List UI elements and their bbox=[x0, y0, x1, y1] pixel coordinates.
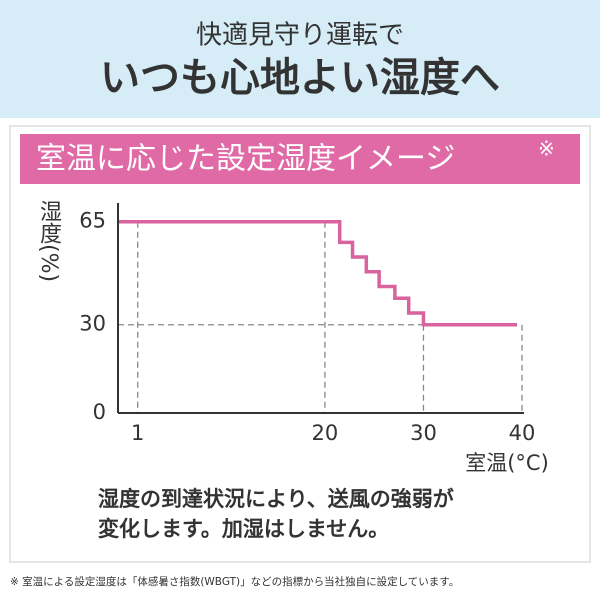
x-tick-label: 40 bbox=[509, 421, 536, 445]
y-axis-label: 湿度(%) bbox=[36, 200, 62, 282]
x-tick-label: 20 bbox=[312, 421, 339, 445]
panel bbox=[9, 125, 591, 563]
chart-title: 室温に応じた設定湿度イメージ bbox=[36, 142, 455, 177]
title-mark: ※ bbox=[538, 137, 555, 161]
note-line: 変化します。加湿はしません。 bbox=[98, 517, 389, 541]
header-subtitle: 快適見守り運転で bbox=[196, 21, 404, 51]
y-tick-label: 30 bbox=[79, 312, 106, 336]
note-line: 湿度の到達状況により、送風の強弱が bbox=[98, 487, 454, 511]
x-axis-label: 室温(°C) bbox=[465, 451, 549, 475]
x-tick-label: 30 bbox=[410, 421, 437, 445]
header-title: いつも心地よい湿度へ bbox=[100, 55, 500, 101]
series-line bbox=[118, 219, 518, 327]
x-tick-label: 1 bbox=[131, 421, 144, 445]
y-tick-label: 0 bbox=[93, 400, 106, 424]
header-band bbox=[0, 0, 600, 118]
panel-header bbox=[20, 134, 580, 184]
y-tick-label: 65 bbox=[79, 209, 106, 233]
footnote: ※ 室温による設定湿度は「体感暑さ指数(WBGT)」などの指標から当社独自に設定… bbox=[10, 575, 459, 588]
